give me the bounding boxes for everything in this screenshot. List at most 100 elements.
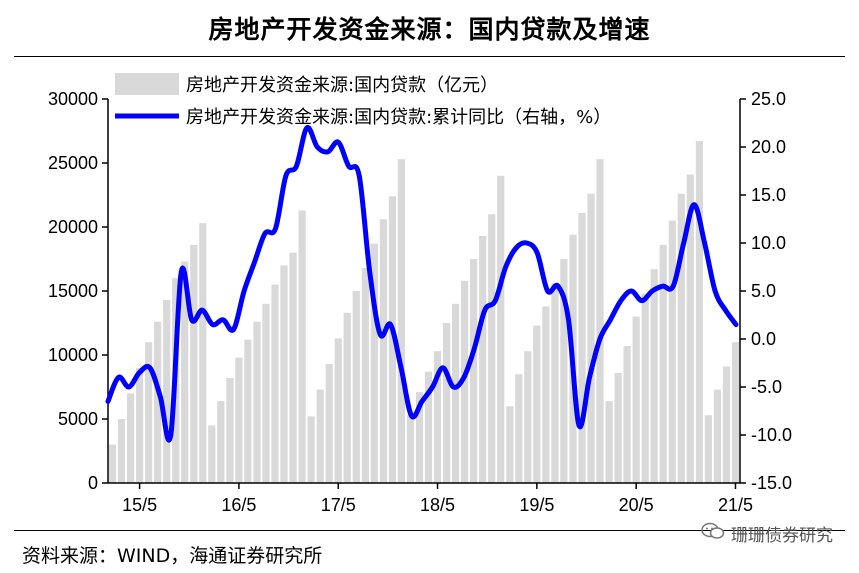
right-tick-label: 15.0 [751,185,786,205]
right-tick-label: -5.0 [751,377,782,397]
bar [208,425,216,483]
footer-divider [14,530,845,531]
bar [379,219,387,484]
x-tick-label: 18/5 [420,495,455,515]
bar [343,312,351,483]
yoy-growth-line [105,125,739,443]
right-tick-label: -10.0 [751,425,792,445]
bar [253,321,261,483]
axes: 0 5000 10000 15000 20000 25000 30000 -15.0 -10.0… [48,89,792,515]
x-tick-label: 16/5 [221,495,256,515]
bar [127,393,135,483]
line-series [105,125,739,443]
bar [154,321,162,483]
right-tick-label: 0.0 [751,329,776,349]
chart-title: 房地产开发资金来源：国内贷款及增速 [208,15,651,44]
chart-canvas: 0 5000 10000 15000 20000 25000 30000 -15.0 -10.0… [48,73,792,515]
bar [614,372,622,483]
bar [623,346,631,483]
bar [325,364,333,483]
legend: 房地产开发资金来源:国内贷款（亿元） 房地产开发资金来源:国内贷款:累计同比（右… [115,73,611,128]
x-tick-label: 20/5 [619,495,654,515]
bar [190,244,198,483]
bar [388,196,396,484]
bar [145,342,153,483]
left-tick-label: 25000 [48,153,98,173]
bar-series [108,141,740,484]
bar [361,268,369,483]
bar [289,252,297,483]
bar [163,300,171,483]
x-tick-label: 21/5 [718,495,753,515]
right-tick-label: -15.0 [751,473,792,493]
bar [262,303,270,483]
wechat-icon [701,522,725,545]
bar [542,306,550,483]
title-divider [14,56,845,57]
right-tick-label: 10.0 [751,233,786,253]
bar [136,367,144,483]
bar [524,351,532,483]
left-tick-label: 5000 [58,409,98,429]
bar [686,174,694,483]
bar [632,316,640,483]
bar [307,416,315,483]
bar [334,338,342,483]
bar [668,220,676,483]
legend-bar-label: 房地产开发资金来源:国内贷款（亿元） [186,75,498,96]
x-tick-label: 19/5 [519,495,554,515]
bar [352,291,360,483]
bar [695,141,703,483]
x-tick-label: 15/5 [122,495,157,515]
bar [650,269,658,483]
bar [443,323,451,483]
bar [271,284,279,483]
bar [370,243,378,483]
bar [605,401,613,483]
bar [244,339,252,483]
bar [108,444,117,483]
left-tick-label: 0 [88,473,98,493]
bar [488,214,496,483]
bar [316,389,324,483]
bar [406,415,414,483]
source-note: 资料来源：WIND，海通证券研究所 [22,545,323,567]
bar [497,175,505,484]
bar [641,293,649,483]
bar [659,244,667,483]
bar [722,366,730,483]
left-tick-label: 15000 [48,281,98,301]
bar [713,389,721,483]
bar [551,283,559,483]
bar [533,325,541,483]
bar [596,159,604,483]
bar [415,392,424,483]
watermark: 珊珊债券研究 [701,521,833,546]
bar [578,212,586,483]
bar [515,374,523,483]
bar [461,280,469,483]
bar [506,406,514,483]
bar [226,378,234,483]
bar [280,265,288,483]
bar [433,351,442,483]
left-tick-label: 20000 [48,217,98,237]
right-tick-label: 5.0 [751,281,776,301]
legend-line-label: 房地产开发资金来源:国内贷款:累计同比（右轴，%） [186,107,611,128]
bar [217,401,225,483]
left-tick-label: 10000 [48,345,98,365]
bar [199,223,207,483]
bar [298,210,306,483]
bar [479,236,487,483]
legend-bar-swatch [115,73,179,95]
left-tick-label: 30000 [48,89,98,109]
bar [587,193,595,483]
bar [560,259,568,483]
bar [452,303,460,483]
bar [117,419,126,483]
right-tick-label: 25.0 [751,89,786,109]
watermark-text: 珊珊债券研究 [731,526,833,546]
bar [181,261,189,483]
bar [704,415,712,483]
bar [397,159,405,483]
